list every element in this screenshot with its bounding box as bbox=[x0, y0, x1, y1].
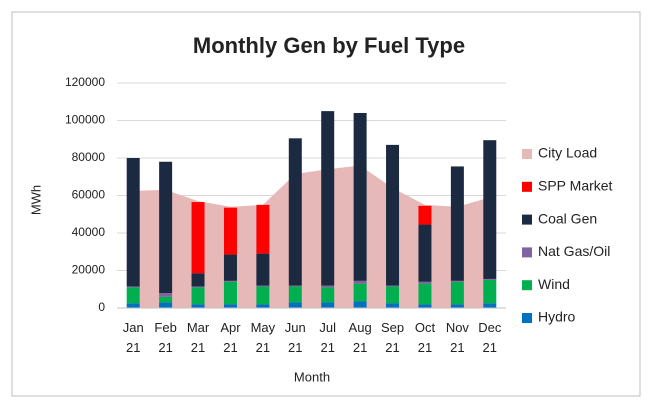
y-tick-label: 120000 bbox=[65, 75, 105, 89]
bar-segment bbox=[418, 281, 432, 284]
legend-label: Hydro bbox=[538, 309, 576, 325]
bar-segment bbox=[321, 287, 335, 303]
y-tick-label: 20000 bbox=[72, 263, 106, 277]
bar-segment bbox=[159, 161, 173, 293]
x-tick-label: Jul 21 bbox=[319, 320, 336, 355]
bar-segment bbox=[288, 302, 302, 308]
bar-segment bbox=[191, 202, 205, 274]
x-axis-label: Month bbox=[294, 369, 330, 384]
bar-segment bbox=[450, 281, 464, 305]
y-tick-label: 80000 bbox=[72, 150, 106, 164]
bar-segment bbox=[256, 304, 270, 308]
bar-layer bbox=[126, 111, 497, 308]
x-tick-label: Apr 21 bbox=[220, 320, 241, 355]
y-axis-label: MWh bbox=[28, 185, 43, 215]
bar-segment bbox=[418, 224, 432, 282]
bar-segment bbox=[418, 283, 432, 305]
legend-swatch bbox=[522, 181, 532, 192]
bar-segment bbox=[191, 287, 205, 305]
bar-segment bbox=[159, 293, 173, 297]
y-tick-label: 100000 bbox=[65, 113, 105, 127]
bar-segment bbox=[418, 205, 432, 225]
bar-segment bbox=[126, 303, 140, 308]
chart-title: Monthly Gen by Fuel Type bbox=[193, 33, 465, 58]
x-tick-label: Feb 21 bbox=[154, 320, 176, 355]
bar-segment bbox=[288, 285, 302, 287]
bar-segment bbox=[386, 286, 400, 304]
bar-segment bbox=[450, 304, 464, 308]
legend-swatch bbox=[522, 214, 532, 225]
bar-segment bbox=[126, 286, 140, 288]
bar-segment bbox=[256, 204, 270, 254]
legend-swatch bbox=[522, 313, 532, 323]
x-tick-label: Mar 21 bbox=[187, 320, 210, 355]
bar-segment bbox=[223, 280, 237, 282]
legend-label: Coal Gen bbox=[538, 210, 597, 226]
bar-segment bbox=[223, 304, 237, 308]
bar-segment bbox=[288, 286, 302, 303]
y-tick-label: 60000 bbox=[72, 188, 106, 202]
bar-segment bbox=[126, 158, 140, 287]
x-tick-label: Dec 21 bbox=[478, 320, 502, 355]
legend-label: SPP Market bbox=[538, 178, 613, 194]
bar-segment bbox=[191, 273, 205, 287]
legend-label: Nat Gas/Oil bbox=[538, 243, 610, 259]
bar-segment bbox=[256, 285, 270, 287]
x-tick-label: May 21 bbox=[251, 320, 276, 355]
bar-segment bbox=[450, 166, 464, 281]
bar-segment bbox=[223, 254, 237, 281]
x-tick-label: Sep 21 bbox=[381, 320, 404, 355]
bar-segment bbox=[353, 280, 367, 284]
x-tick-label: Jun 21 bbox=[285, 320, 306, 355]
bar-segment bbox=[483, 279, 497, 304]
bar-segment bbox=[386, 303, 400, 308]
bar-segment bbox=[483, 303, 497, 308]
legend-label: Wind bbox=[538, 276, 570, 292]
legend-swatch bbox=[522, 149, 532, 159]
bar-segment bbox=[126, 287, 140, 304]
bar-segment bbox=[353, 113, 367, 281]
bar-segment bbox=[191, 286, 205, 288]
bar-segment bbox=[483, 278, 497, 280]
bar-segment bbox=[159, 296, 173, 303]
x-tick-label: Jan 21 bbox=[123, 320, 144, 355]
y-tick-label: 0 bbox=[98, 300, 105, 314]
bar-segment bbox=[159, 302, 173, 308]
bar-segment bbox=[386, 285, 400, 287]
bar-segment bbox=[353, 301, 367, 308]
area-layer bbox=[133, 165, 490, 308]
bar-segment bbox=[191, 304, 205, 308]
bar-segment bbox=[418, 304, 432, 308]
bar-segment bbox=[223, 207, 237, 255]
y-tick-label: 40000 bbox=[72, 225, 106, 239]
bar-segment bbox=[321, 285, 335, 288]
x-tick-label: Nov 21 bbox=[446, 320, 470, 355]
x-tick-label: Aug 21 bbox=[349, 320, 372, 355]
bar-segment bbox=[483, 140, 497, 279]
legend-swatch bbox=[522, 280, 532, 291]
x-tick-label: Oct 21 bbox=[415, 320, 436, 355]
bar-segment bbox=[353, 283, 367, 302]
bar-segment bbox=[288, 138, 302, 286]
bar-segment bbox=[321, 302, 335, 308]
bar-segment bbox=[450, 280, 464, 282]
bar-segment bbox=[223, 281, 237, 305]
legend-label: City Load bbox=[538, 145, 597, 161]
area bbox=[133, 165, 490, 308]
legend-swatch bbox=[522, 247, 532, 258]
bar-segment bbox=[321, 111, 335, 286]
bar-segment bbox=[256, 253, 270, 286]
bar-segment bbox=[256, 286, 270, 305]
bar-segment bbox=[386, 144, 400, 286]
